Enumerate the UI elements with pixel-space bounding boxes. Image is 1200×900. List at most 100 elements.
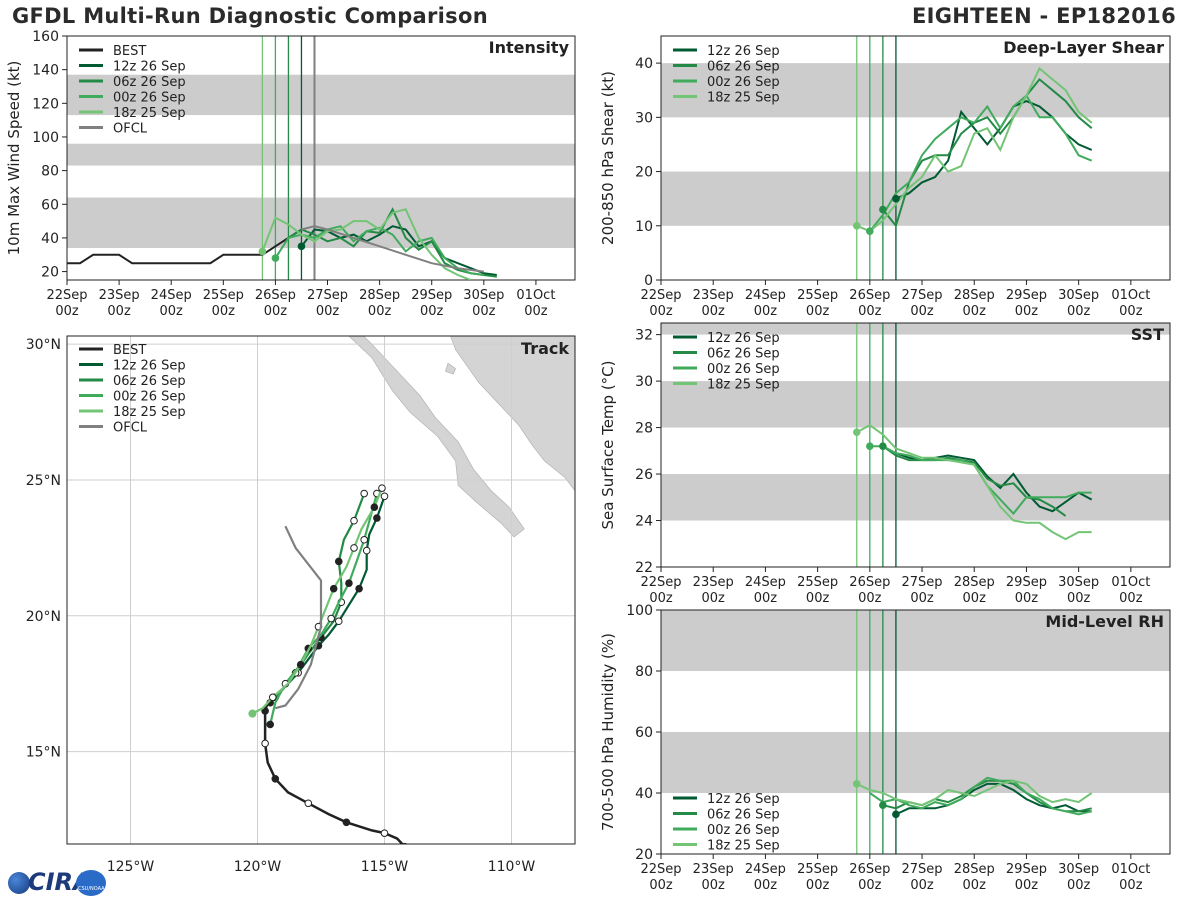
track-legend-label: 18z 25 Sep: [113, 405, 186, 420]
rh-y-tick-label: 60: [635, 725, 653, 741]
sst-x-tick-label: 24Sep 00z: [745, 575, 786, 606]
rh-x-tick-label: 24Sep 00z: [745, 862, 786, 893]
rh-x-tick-label: 26Sep 00z: [849, 862, 890, 893]
rh-init-marker-18z-25-sep: [852, 780, 861, 788]
track-position-00z-26-sep: [266, 720, 275, 729]
intensity-series-ofcl: [301, 225, 484, 273]
shear-frame: [660, 35, 1171, 281]
track-position-18z-25-sep: [378, 484, 386, 492]
globe-icon: [8, 872, 30, 894]
sst-x-tick-label: 25Sep 00z: [797, 575, 838, 606]
shear-panel: 0 10 20 30 40 22Sep 00z 23Sep 00z 24Sep 00z 25Sep 00…: [599, 35, 1171, 319]
intensity-title: Intensity: [489, 38, 570, 57]
rh-x-tick-label: 23Sep 00z: [693, 862, 734, 893]
shear-y-tick-label: 20: [635, 165, 653, 181]
sst-y-tick-label: 28: [635, 421, 653, 437]
sst-series-06z-26-sep: [882, 445, 1067, 517]
intensity-y-tick-label: 40: [41, 231, 59, 247]
rh-legend-label: 00z 26 Sep: [707, 823, 780, 838]
track-position-12z-26-sep: [380, 492, 389, 501]
track-lon-tick-label: 125°W: [107, 859, 155, 875]
intensity-x-tick-label: 27Sep 00z: [307, 288, 348, 319]
intensity-band-1: [67, 143, 575, 166]
intensity-series-12z-26-sep: [300, 225, 497, 276]
intensity-legend-label: 06z 26 Sep: [113, 75, 186, 90]
track-legend-label: BEST: [113, 343, 146, 358]
intensity-band-0: [67, 197, 575, 249]
rh-y-tick-label: 100: [626, 603, 653, 619]
shear-y-tick-label: 0: [644, 273, 653, 289]
sst-band-0: [661, 474, 1170, 521]
track-position-best: [271, 775, 280, 783]
sst-series-group: [852, 424, 1093, 541]
shear-legend-label: 00z 26 Sep: [707, 75, 780, 90]
sst-x-tick-label: 22Sep 00z: [640, 575, 681, 606]
logo-subtext: CSU/NOAA: [78, 886, 105, 892]
rh-y-tick-label: 40: [635, 786, 653, 802]
track-init-marker-18z-25-sep: [248, 709, 257, 718]
intensity-x-tick-label: 23Sep 00z: [99, 288, 140, 319]
sst-y-tick-label: 22: [635, 560, 653, 576]
rh-series-00z-26-sep: [869, 776, 1092, 816]
intensity-y-tick-label: 120: [32, 96, 59, 112]
sst-x-tick-label: 01Oct 00z: [1111, 575, 1150, 606]
shear-x-tick-label: 23Sep 00z: [693, 288, 734, 319]
shear-x-tick-label: 22Sep 00z: [640, 288, 681, 319]
track-position-00z-26-sep: [360, 535, 368, 544]
shear-x-tick-label: 26Sep 00z: [849, 288, 890, 319]
intensity-y-tick-label: 140: [32, 63, 59, 79]
intensity-legend-label: 00z 26 Sep: [113, 91, 186, 106]
track-position-best: [261, 739, 269, 748]
sst-legend-label: 12z 26 Sep: [707, 331, 780, 346]
track-position-06z-26-sep: [360, 489, 368, 498]
shear-init-marker-00z-26-sep: [866, 227, 874, 235]
sst-x-tick-label: 23Sep 00z: [693, 575, 734, 606]
shear-init-marker-18z-25-sep: [852, 221, 861, 230]
intensity-legend-label: 18z 25 Sep: [113, 106, 186, 121]
rh-legend-label: 06z 26 Sep: [707, 808, 780, 823]
sst-y-axis-label: Sea Surface Temp (°C): [599, 360, 617, 529]
rh-x-tick-label: 01Oct 00z: [1111, 862, 1150, 893]
track-position-12z-26-sep: [355, 584, 363, 593]
track-position-12z-26-sep: [334, 617, 343, 626]
storm-identifier: EIGHTEEN - EP182016: [911, 4, 1176, 28]
shear-series-18z-25-sep: [856, 66, 1093, 233]
intensity-x-tick-label: 22Sep 00z: [46, 288, 87, 319]
shear-y-tick-label: 40: [635, 56, 653, 72]
sst-init-marker-00z-26-sep: [866, 442, 874, 450]
shear-series-group: [852, 66, 1093, 235]
shear-x-tick-label: 30Sep 00z: [1058, 288, 1099, 319]
sst-band-2: [661, 323, 1170, 335]
track-legend-label: 00z 26 Sep: [113, 390, 186, 405]
track-lat-tick-label: 20°N: [26, 609, 61, 625]
sst-y-tick-label: 26: [635, 467, 653, 483]
rh-x-tick-label: 27Sep 00z: [902, 862, 943, 893]
intensity-series-00z-26-sep: [274, 225, 484, 276]
baja-california-landmass: [348, 336, 525, 538]
intensity-legend-label: BEST: [113, 44, 146, 59]
shear-init-marker-12z-26-sep: [892, 194, 900, 203]
intensity-x-tick-label: 24Sep 00z: [151, 288, 192, 319]
intensity-init-marker-12z-26-sep: [297, 242, 306, 251]
track-position-best: [380, 829, 389, 837]
shear-x-tick-label: 28Sep 00z: [954, 288, 995, 319]
figure-title: GFDL Multi-Run Diagnostic Comparison: [12, 4, 488, 28]
track-lat-tick-label: 25°N: [26, 473, 61, 489]
intensity-y-tick-label: 60: [41, 197, 59, 213]
shear-band-1: [661, 63, 1170, 118]
rh-band-1: [661, 610, 1170, 671]
track-position-18z-25-sep: [350, 544, 358, 552]
intensity-y-tick-label: 20: [41, 265, 59, 281]
shear-y-axis-label: 200-850 hPa Shear (kt): [599, 71, 617, 245]
shear-band-0: [661, 171, 1170, 226]
sst-init-marker-06z-26-sep: [879, 442, 887, 450]
intensity-x-tick-label: 30Sep 00z: [463, 288, 504, 319]
track-series-ofcl: [275, 525, 323, 710]
sst-y-tick-label: 30: [635, 374, 653, 390]
sst-init-marker-18z-25-sep: [852, 428, 861, 437]
shear-y-tick-label: 30: [635, 110, 653, 126]
shear-series-00z-26-sep: [869, 94, 1093, 232]
